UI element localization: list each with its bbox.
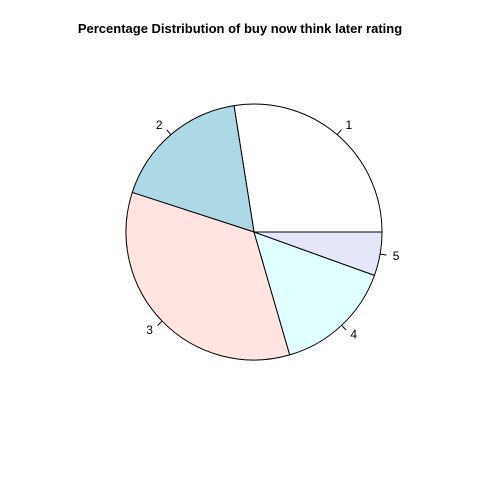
pie-slice-2 [131,105,255,233]
pie-label-3: 3 [146,323,153,337]
pie-label-tick-1 [336,129,342,135]
pie-label-1: 1 [345,118,352,132]
pie-slice-5 [253,231,383,276]
pie-label-tick-2 [166,129,172,135]
pie-label-2: 2 [156,118,163,132]
pie-slice-4 [253,231,376,356]
chart-title: Percentage Distribution of buy now think… [77,21,403,36]
pie-slice-1 [233,103,383,233]
pie-label-tick-5 [380,253,387,256]
pie-label-tick-4 [341,324,347,331]
pie-label-tick-3 [157,320,163,326]
pie-label-5: 5 [393,249,400,263]
pie-label-4: 4 [350,328,357,342]
